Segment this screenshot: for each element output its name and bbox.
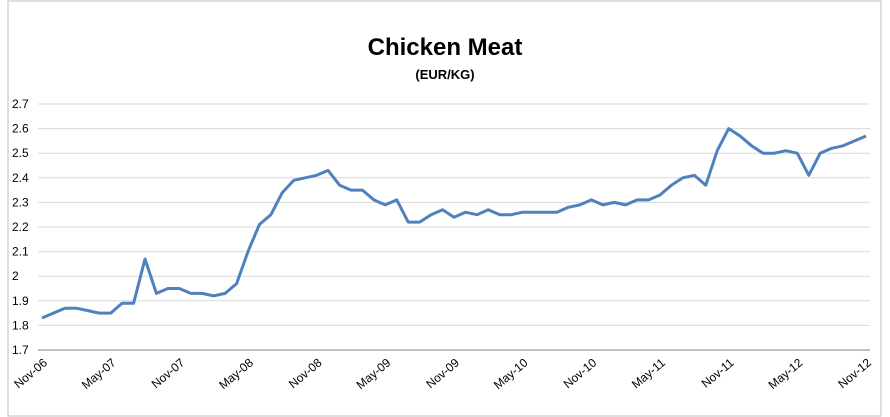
y-tick-label: 2: [12, 269, 19, 283]
y-tick-label: 2.5: [12, 146, 29, 160]
y-tick-label: 2.3: [12, 195, 29, 209]
data-line: [41, 127, 867, 320]
y-tick-label: 1.8: [12, 318, 29, 332]
y-tick-label: 2.2: [12, 220, 29, 234]
y-tick-label: 2.6: [12, 122, 29, 136]
y-tick-label: 1.7: [12, 343, 29, 357]
chart-border: [7, 0, 882, 417]
y-tick-label: 2.1: [12, 245, 29, 259]
y-tick-label: 1.9: [12, 294, 29, 308]
y-tick-label: 2.7: [12, 97, 29, 111]
chart-subtitle: (EUR/KG): [415, 67, 474, 82]
y-tick-label: 2.4: [12, 171, 29, 185]
chart-title: Chicken Meat: [368, 34, 523, 61]
